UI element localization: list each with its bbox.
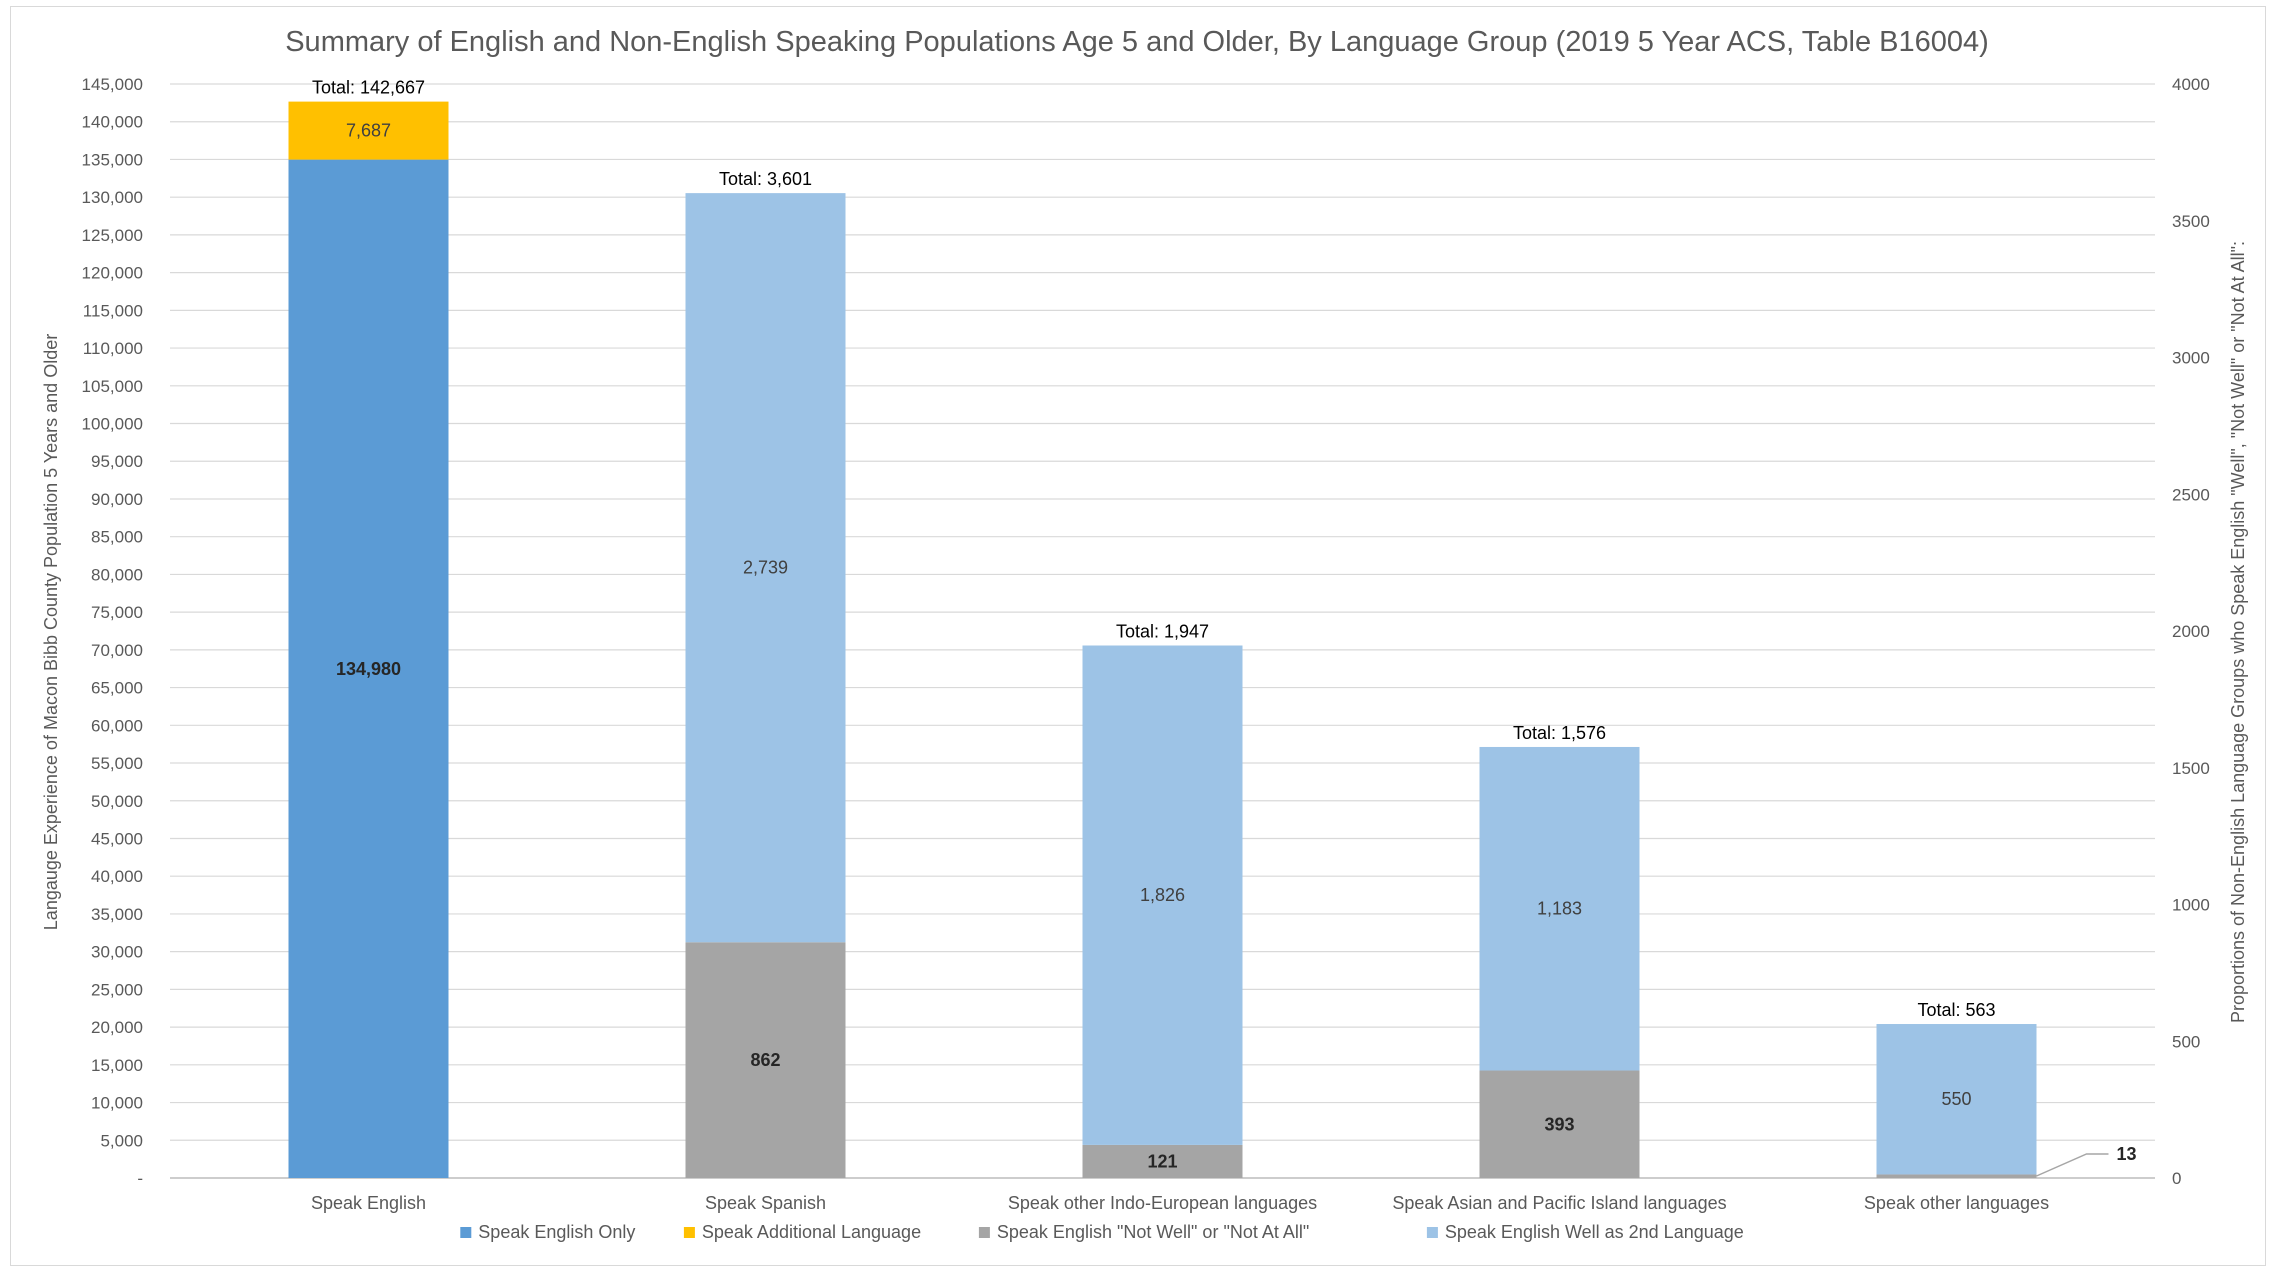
data-label: 550	[1941, 1089, 1971, 1109]
data-label: 393	[1544, 1114, 1574, 1134]
y2-tick-label: 2500	[2172, 485, 2210, 504]
bar-segment	[1479, 1070, 1640, 1178]
bar-segment	[1876, 1174, 2037, 1178]
y-tick-label: 120,000	[82, 264, 143, 283]
legend-swatch	[683, 1227, 695, 1238]
leader-line	[2036, 1153, 2109, 1177]
data-label: 1,183	[1537, 899, 1582, 919]
y-tick-label: 10,000	[91, 1094, 143, 1113]
data-label: 134,980	[336, 659, 401, 679]
total-label: Total: 1,576	[1513, 723, 1606, 743]
y-tick-label: 20,000	[91, 1018, 143, 1037]
total-label: Total: 1,947	[1116, 621, 1209, 641]
y2-tick-label: 3000	[2172, 349, 2210, 368]
legend: Speak English Only Speak Additional Langu…	[460, 1222, 1744, 1242]
bar-segment	[1082, 1144, 1243, 1178]
total-label: Total: 142,667	[312, 78, 425, 98]
data-label: 862	[750, 1050, 780, 1070]
bars	[288, 101, 2037, 1178]
y-tick-label: 105,000	[82, 377, 143, 396]
bar-segment	[685, 942, 846, 1178]
data-label: 2,739	[743, 558, 788, 578]
category-labels: Speak English Speak Spanish Speak other In…	[311, 1193, 2049, 1213]
y-tick-label: 125,000	[82, 226, 143, 245]
data-label: 7,687	[346, 121, 391, 141]
bar-segment	[288, 159, 449, 1178]
bar-segment	[288, 101, 449, 160]
y-tick-label: 100,000	[82, 415, 143, 434]
y-tick-label: 95,000	[91, 452, 143, 471]
legend-label: Speak English Well as 2nd Language	[1445, 1222, 1744, 1242]
legend-label: Speak English Only	[478, 1222, 635, 1242]
y-tick-label: 115,000	[83, 301, 143, 320]
y2-tick-label: 3500	[2172, 212, 2210, 231]
category-label: Speak other Indo-European languages	[1008, 1193, 1317, 1213]
y-tick-label: 35,000	[91, 905, 143, 924]
y-tick-label: 45,000	[91, 829, 143, 848]
secondary-y-axis-title: Proportions of Non-English Language Grou…	[2228, 241, 2248, 1023]
y-tick-label: 110,000	[83, 339, 143, 358]
legend-swatch	[460, 1227, 472, 1238]
y2-tick-label: 2000	[2172, 622, 2210, 641]
bar-segment	[1876, 1024, 2037, 1175]
y-tick-label: 55,000	[91, 754, 143, 773]
y2-tick-label: 4000	[2172, 75, 2210, 94]
legend-swatch	[978, 1227, 990, 1238]
y-tick-label: 80,000	[91, 565, 143, 584]
bar-segment	[685, 193, 846, 943]
y-tick-label: 130,000	[82, 188, 143, 207]
y2-tick-label: 1500	[2172, 759, 2210, 778]
legend-label: Speak Additional Language	[702, 1222, 921, 1242]
y-tick-label: 90,000	[91, 490, 143, 509]
legend-label: Speak English "Not Well" or "Not At All"	[997, 1222, 1309, 1242]
data-label: 121	[1147, 1151, 1177, 1171]
total-label: Total: 563	[1917, 1000, 1995, 1020]
y-tick-label: 140,000	[82, 113, 143, 132]
y-tick-label: 50,000	[91, 792, 143, 811]
y-tick-label: 85,000	[91, 528, 143, 547]
y-tick-label: 75,000	[91, 603, 143, 622]
bar-segment	[1479, 746, 1640, 1071]
y-tick-label: 25,000	[91, 980, 143, 999]
y-tick-label: 30,000	[91, 943, 143, 962]
category-label: Speak other languages	[1864, 1193, 2049, 1213]
y2-tick-label: 1000	[2172, 896, 2210, 915]
y-tick-label: 15,000	[91, 1056, 143, 1075]
y-tick-label: 65,000	[91, 679, 143, 698]
y2-tick-label: 500	[2172, 1032, 2200, 1051]
bar-segment	[1082, 645, 1243, 1145]
category-label: Speak English	[311, 1193, 426, 1213]
category-label: Speak Asian and Pacific Island languages	[1392, 1193, 1726, 1213]
y-tick-label: 135,000	[82, 150, 143, 169]
y-tick-label: -	[137, 1169, 143, 1188]
primary-y-axis-ticks: - 5,000 10,000 15,000 20,000 25,000 30,000 35,0…	[82, 75, 143, 1188]
data-labels: 134,980 7,687 Total: 142,667 862 2,739 Total:…	[312, 78, 2137, 1177]
primary-y-axis-title: Langauge Experience of Macon Bibb County…	[41, 334, 61, 930]
chart-title: Summary of English and Non-English Speak…	[285, 26, 1989, 58]
y-tick-label: 145,000	[82, 75, 143, 94]
data-label: 13	[2117, 1144, 2137, 1164]
total-label: Total: 3,601	[719, 169, 812, 189]
legend-swatch	[1426, 1227, 1438, 1238]
y2-tick-label: 0	[2172, 1169, 2181, 1188]
y-tick-label: 70,000	[91, 641, 143, 660]
y-tick-label: 5,000	[100, 1131, 143, 1150]
secondary-y-axis-ticks: 0 500 1000 1500 2000 2500 3000 3500 4000	[2172, 75, 2210, 1188]
data-label: 1,826	[1140, 885, 1185, 905]
y-tick-label: 60,000	[91, 716, 143, 735]
category-label: Speak Spanish	[705, 1193, 826, 1213]
y-tick-label: 40,000	[91, 867, 143, 886]
